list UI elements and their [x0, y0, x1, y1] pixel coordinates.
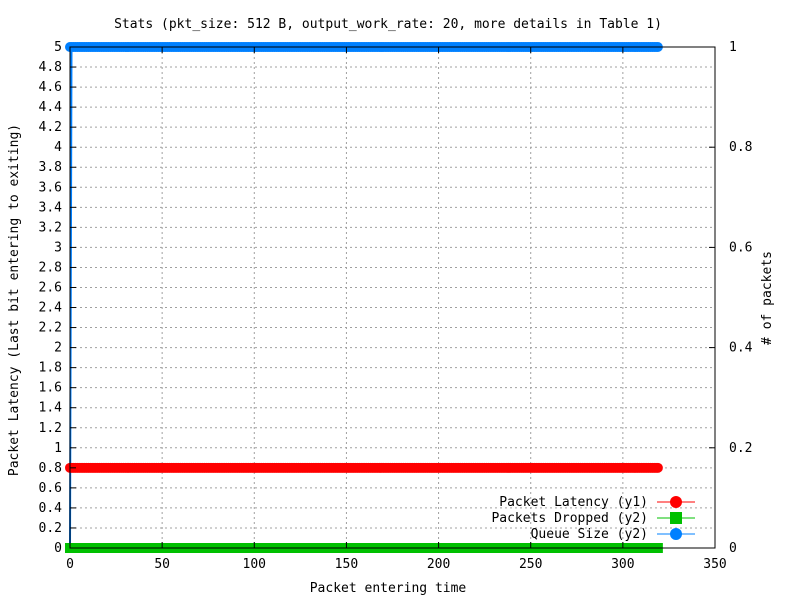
legend-item: Packet Latency (y1): [499, 495, 695, 510]
y-tick-label: 2.2: [39, 321, 62, 336]
y-tick-label: 0.8: [39, 461, 62, 476]
legend-marker: [670, 512, 682, 524]
legend-marker: [670, 496, 682, 508]
x-tick-label: 250: [519, 557, 542, 572]
y-tick-label: 2.4: [39, 301, 63, 316]
x-axis: 0 50 100 150 200 250 300 350: [66, 47, 727, 572]
y-tick-label: 1.8: [39, 361, 62, 376]
y-tick-label: 3.2: [39, 220, 62, 235]
y2-axis: 0 0.2 0.4 0.6 0.8 1: [709, 40, 753, 556]
series-packet-latency-y1: [65, 462, 663, 473]
y-tick-label: 2.8: [39, 260, 62, 275]
legend-label: Packets Dropped (y2): [491, 511, 648, 526]
x-tick-label: 350: [703, 557, 726, 572]
y-tick-label: 4.4: [39, 100, 63, 115]
y-axis: 0 0.2 0.4 0.6 0.8 1 1.2 1.4 1.6 1.8 2 2.2 2.4 2.6 2.8 3…: [39, 40, 76, 556]
legend-item: Packets Dropped (y2): [491, 511, 695, 526]
x-tick-label: 150: [335, 557, 358, 572]
y-tick-label: 1.2: [39, 421, 62, 436]
y-tick-label: 3: [54, 240, 62, 255]
series-point: [652, 462, 663, 473]
legend-label: Packet Latency (y1): [499, 495, 648, 510]
y-tick-label: 0: [54, 541, 62, 556]
y-tick-label: 4: [54, 140, 62, 155]
legend-marker: [670, 528, 682, 540]
y2-axis-label: # of packets: [760, 251, 775, 345]
y2-tick-label: 0.4: [729, 341, 753, 356]
x-tick-label: 100: [243, 557, 266, 572]
y-tick-label: 3.8: [39, 160, 62, 175]
y2-tick-label: 0: [729, 541, 737, 556]
series-layer: [65, 42, 663, 553]
legend-item: Queue Size (y2): [531, 527, 695, 542]
y2-tick-label: 1: [729, 40, 737, 55]
series-queue-size-y2: [65, 42, 663, 553]
plot-frame: [69, 46, 716, 549]
x-tick-label: 300: [611, 557, 634, 572]
y-tick-label: 4.8: [39, 60, 62, 75]
y-axis-label: Packet Latency (Last bit entering to exi…: [7, 124, 22, 476]
legend: Packet Latency (y1)Packets Dropped (y2)Q…: [491, 495, 695, 542]
y-tick-label: 3.4: [39, 200, 63, 215]
y2-tick-label: 0.8: [729, 140, 752, 155]
x-tick-label: 0: [66, 557, 74, 572]
y-tick-label: 4.2: [39, 120, 62, 135]
grid: [70, 47, 715, 548]
legend-label: Queue Size (y2): [531, 527, 648, 542]
y-tick-label: 2: [54, 341, 62, 356]
x-tick-label: 50: [154, 557, 170, 572]
y-tick-label: 3.6: [39, 180, 62, 195]
y2-tick-label: 0.6: [729, 240, 752, 255]
series-line: [69, 46, 658, 549]
y-tick-label: 1: [54, 441, 62, 456]
y-tick-label: 4.6: [39, 80, 62, 95]
y-tick-label: 1.4: [39, 401, 63, 416]
y-tick-label: 0.2: [39, 521, 62, 536]
y-tick-label: 2.6: [39, 280, 62, 295]
y2-tick-label: 0.2: [729, 441, 752, 456]
chart-title: Stats (pkt_size: 512 B, output_work_rate…: [114, 17, 662, 32]
x-axis-label: Packet entering time: [310, 581, 467, 596]
y-tick-label: 0.6: [39, 481, 62, 496]
x-tick-label: 200: [427, 557, 450, 572]
y-tick-label: 1.6: [39, 381, 62, 396]
y-tick-label: 0.4: [39, 501, 63, 516]
y-tick-label: 5: [54, 40, 62, 55]
